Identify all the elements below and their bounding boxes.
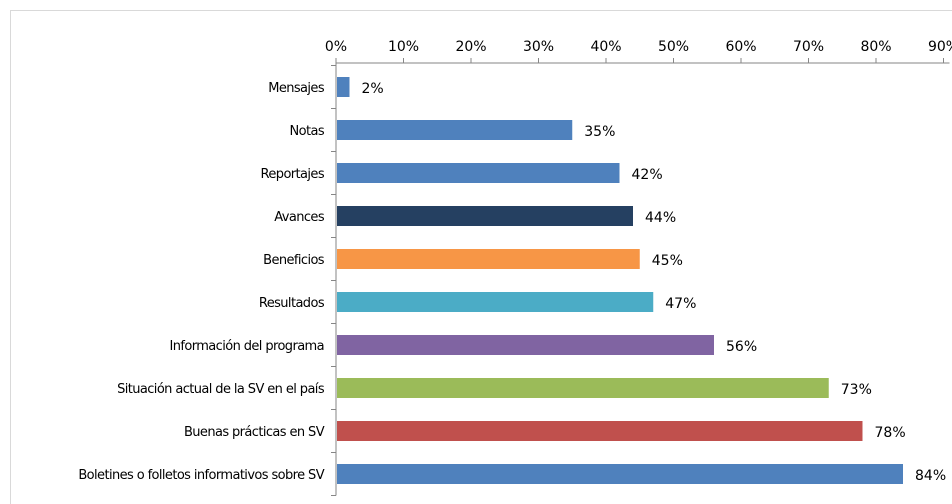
data-label: 73% <box>841 382 872 398</box>
data-label: 84% <box>915 468 946 484</box>
data-label: 2% <box>362 81 384 97</box>
x-tick-label: 0% <box>325 39 347 55</box>
x-tick-label: 80% <box>860 39 891 55</box>
category-label: Información del programa <box>170 339 325 354</box>
bar <box>337 421 863 441</box>
x-tick-label: 50% <box>658 39 689 55</box>
x-tick-label: 20% <box>455 39 486 55</box>
bar <box>337 335 714 355</box>
x-tick-label: 30% <box>523 39 554 55</box>
category-label: Avances <box>274 210 325 225</box>
category-label: Mensajes <box>268 81 325 96</box>
category-label: Situación actual de la SV en el país <box>117 382 325 397</box>
data-label: 45% <box>652 253 683 269</box>
x-tick-label: 10% <box>388 39 419 55</box>
category-label: Notas <box>289 124 324 139</box>
category-label: Beneficios <box>263 253 325 268</box>
bar <box>337 292 654 312</box>
bar <box>337 163 620 183</box>
bar <box>337 120 573 140</box>
data-label: 35% <box>584 124 615 140</box>
x-tick-label: 60% <box>725 39 756 55</box>
bar <box>337 77 350 97</box>
bar <box>337 464 903 484</box>
x-tick-label: 90% <box>928 39 952 55</box>
category-label: Boletines o folletos informativos sobre … <box>78 468 324 483</box>
data-label: 56% <box>726 339 757 355</box>
data-label: 42% <box>632 167 663 183</box>
category-label: Reportajes <box>261 167 325 182</box>
data-label: 47% <box>665 296 696 312</box>
x-tick-label: 40% <box>590 39 621 55</box>
category-label: Resultados <box>259 296 325 311</box>
data-label: 44% <box>645 210 676 226</box>
bar <box>337 378 829 398</box>
category-label: Buenas prácticas en SV <box>184 425 325 440</box>
chart-frame <box>10 10 952 504</box>
bar <box>337 249 640 269</box>
data-label: 78% <box>875 425 906 441</box>
x-tick-label: 70% <box>793 39 824 55</box>
bar <box>337 206 633 226</box>
